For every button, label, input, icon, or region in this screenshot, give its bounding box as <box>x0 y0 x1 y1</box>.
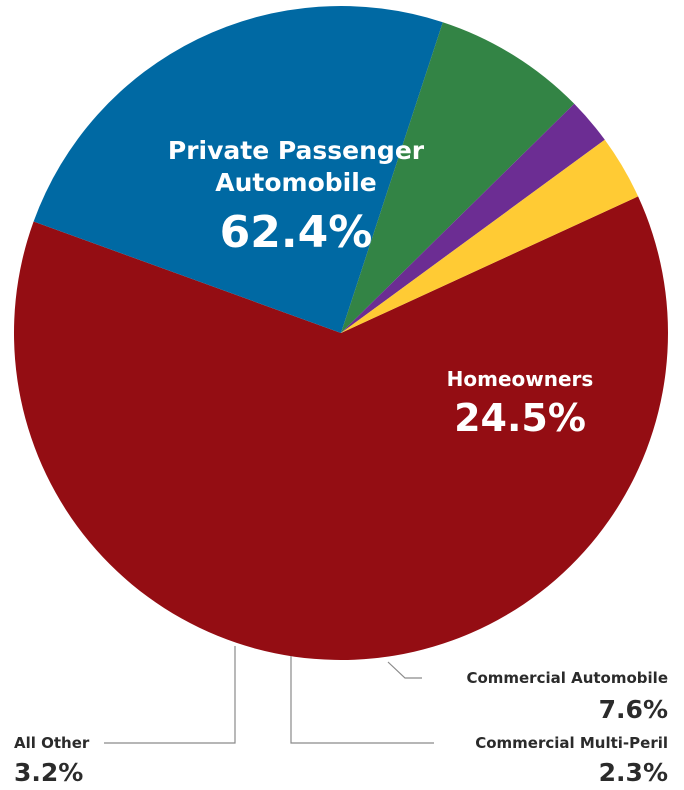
slice-label-all-other: All Other 3.2% <box>14 734 90 787</box>
slice-label-commercial-multi-peril: Commercial Multi-Peril 2.3% <box>475 734 668 787</box>
pie-slice-homeowners <box>33 5 443 334</box>
slice-name-commercial-automobile: Commercial Automobile <box>466 669 668 687</box>
slice-name-commercial-multi-peril: Commercial Multi-Peril <box>475 734 668 752</box>
pie-slice-commercial-automobile <box>341 22 575 333</box>
slice-name-all-other: All Other <box>14 734 90 752</box>
leader-line-commercial-multi-peril <box>290 656 434 744</box>
leader-line-all-other <box>104 646 236 744</box>
slice-name-private-passenger: Private Passenger <box>168 136 425 165</box>
pie-slices <box>13 5 668 660</box>
leader-line-commercial-automobile <box>387 661 422 679</box>
slice-label-homeowners: Homeowners 24.5% <box>447 367 594 440</box>
slice-label-commercial-automobile: Commercial Automobile 7.6% <box>466 669 668 724</box>
pie-slice-all-other <box>341 139 639 333</box>
pie-slice-commercial-multi-peril <box>341 103 605 333</box>
slice-name-automobile: Automobile <box>215 168 377 197</box>
slice-label-private-passenger-automobile: Private Passenger Automobile 62.4% <box>168 136 425 258</box>
slice-name-homeowners: Homeowners <box>447 367 594 391</box>
slice-value-commercial-multi-peril: 2.3% <box>599 758 668 787</box>
slice-value-commercial-automobile: 7.6% <box>599 695 668 724</box>
leader-lines <box>104 646 434 744</box>
pie-slice-private-passenger-automobile <box>13 196 668 660</box>
slice-value-all-other: 3.2% <box>14 758 83 787</box>
slice-value-homeowners: 24.5% <box>454 396 586 440</box>
slice-value-private-passenger-automobile: 62.4% <box>220 207 373 258</box>
